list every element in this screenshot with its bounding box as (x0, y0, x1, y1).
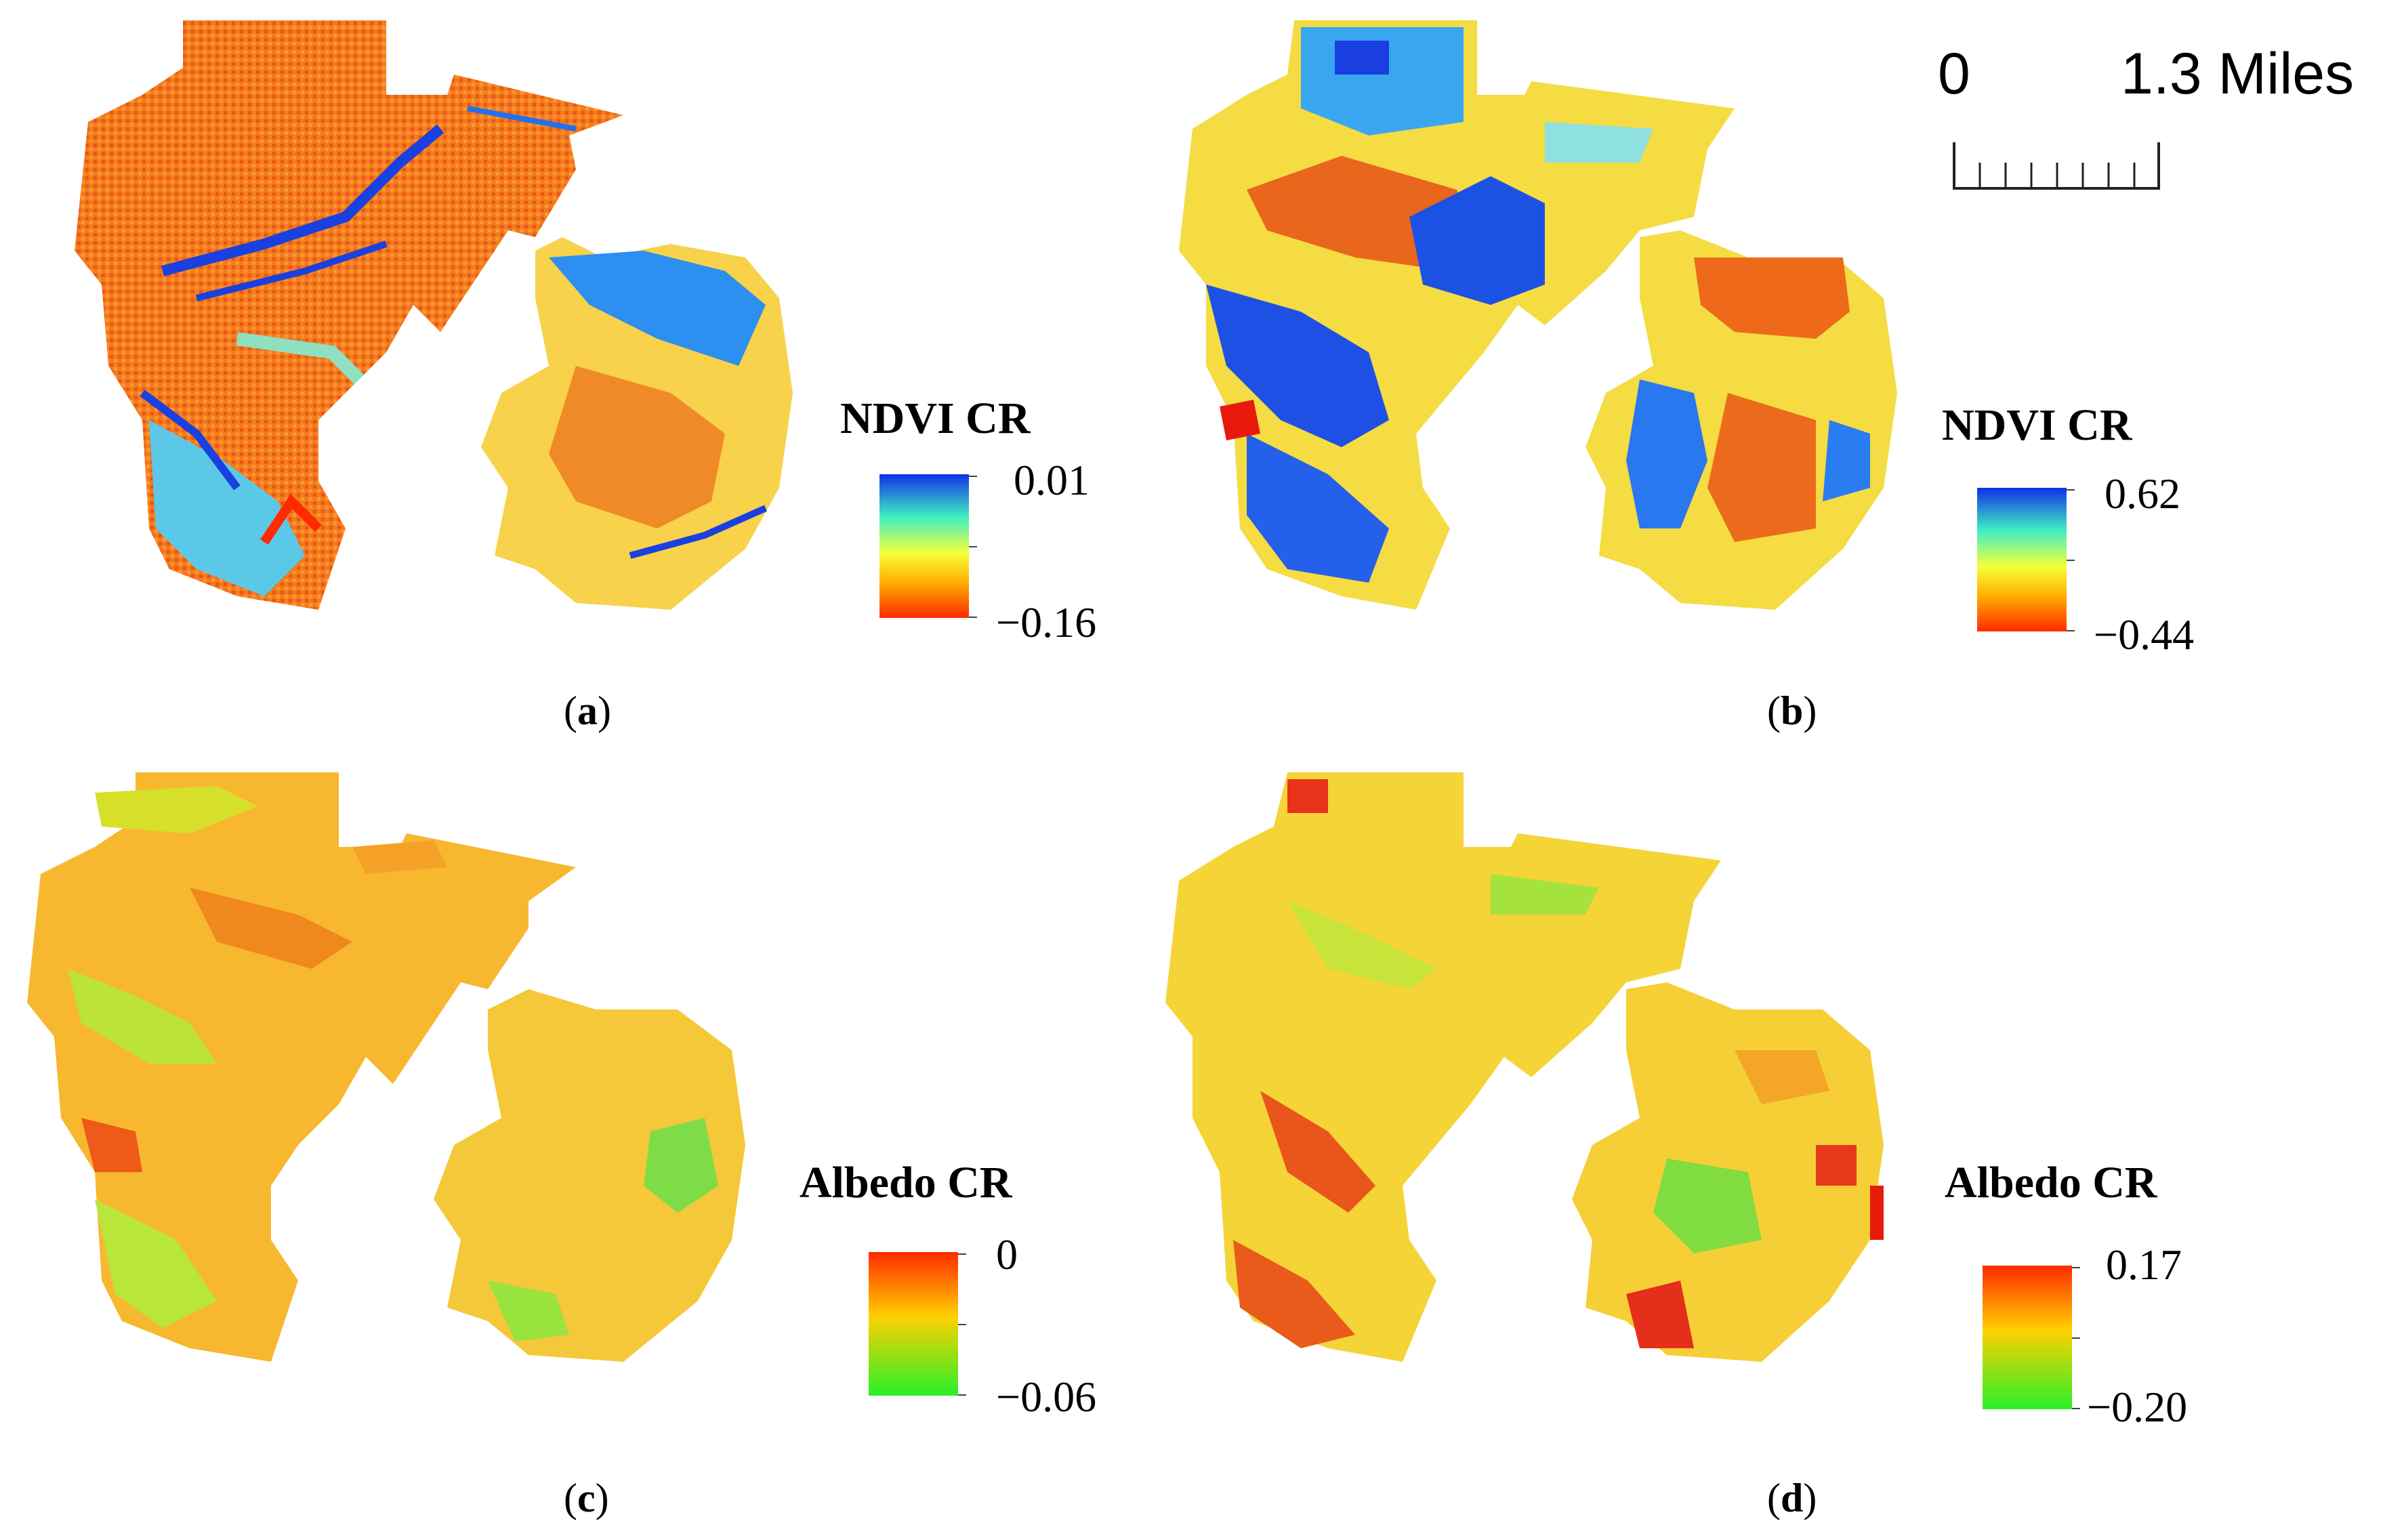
legend-tick-top-a (969, 476, 977, 477)
legend-title-c: Albedo CR (800, 1158, 1012, 1207)
legend-tick-top-b (2067, 489, 2075, 491)
legend-tick-bottom-d (2072, 1408, 2080, 1409)
legend-title-a: NDVI CR (840, 394, 1031, 443)
legend-tick-mid-c (958, 1324, 966, 1325)
legend-tick-bottom-b (2067, 630, 2075, 631)
legend-max-b: 0.62 (2105, 470, 2180, 518)
legend-tick-bottom-a (969, 617, 977, 618)
legend-min-a: −0.16 (996, 598, 1097, 646)
legend-tick-bottom-c (958, 1394, 966, 1396)
caption-b: (b) (1767, 688, 1817, 733)
color-ramp-c (869, 1252, 958, 1396)
legend-tick-mid-d (2072, 1337, 2080, 1339)
panel-c: Albedo CR 0 −0.06 (c) (0, 752, 1202, 1538)
caption-a: (a) (564, 688, 611, 733)
legend-min-d: −0.20 (2087, 1383, 2188, 1431)
panel-b: NDVI CR 0.62 −0.44 (b) (1138, 0, 2404, 745)
legend-title-b: NDVI CR (1942, 400, 2132, 450)
legend-tick-top-c (958, 1253, 966, 1255)
raster-map-d (1152, 766, 1938, 1416)
scale-ruler (1953, 142, 2160, 190)
legend-max-d: 0.17 (2106, 1241, 2182, 1289)
scale-end-label: 1.3 Miles (2121, 41, 2355, 106)
legend-tick-mid-b (2067, 560, 2075, 561)
panel-d: Albedo CR 0.17 −0.20 (d) (1138, 752, 2404, 1538)
legend-max-a: 0.01 (1014, 456, 1090, 504)
legend-title-d: Albedo CR (1945, 1158, 2157, 1207)
color-ramp-b (1977, 488, 2067, 631)
scale-bar: 0 1.3 Miles (1924, 41, 2399, 203)
color-ramp-d (1983, 1266, 2072, 1409)
raster-map-a (61, 14, 840, 623)
caption-c: (c) (564, 1476, 609, 1520)
raster-map-c (14, 766, 786, 1416)
legend-max-c: 0 (996, 1230, 1018, 1278)
raster-map-b (1165, 14, 1951, 623)
caption-d: (d) (1767, 1476, 1817, 1520)
scale-start-label: 0 (1938, 41, 1970, 106)
panel-a: NDVI CR 0.01 −0.16 (a) (0, 0, 1202, 745)
color-ramp-a (879, 474, 969, 618)
legend-min-b: −0.44 (2094, 610, 2195, 659)
legend-tick-top-d (2072, 1267, 2080, 1268)
legend-tick-mid-a (969, 546, 977, 547)
legend-min-c: −0.06 (996, 1373, 1097, 1421)
